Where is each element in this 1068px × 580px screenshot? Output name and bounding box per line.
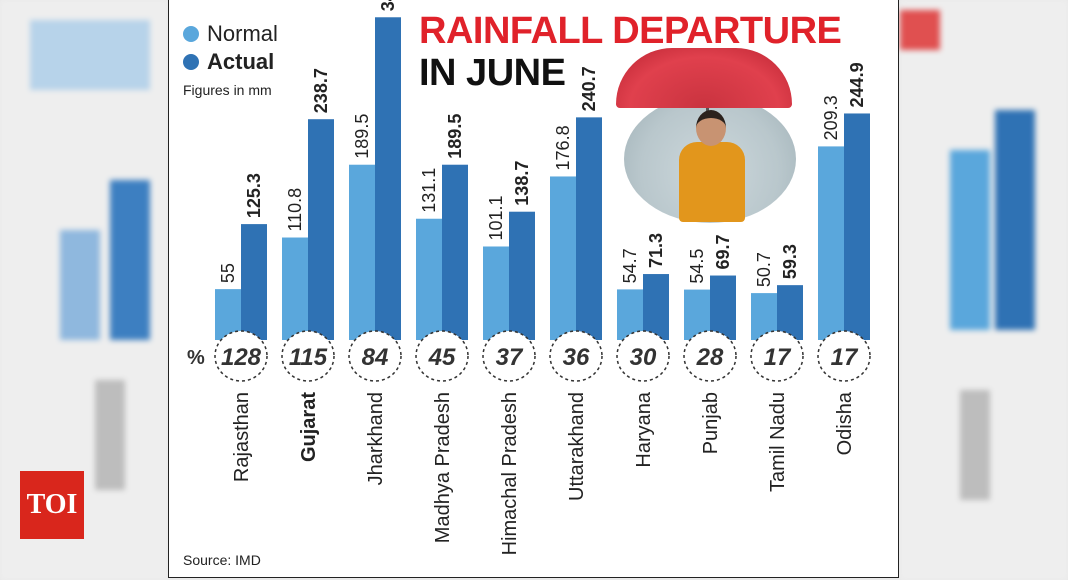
category-label-tamil-nadu: Tamil Nadu	[767, 392, 789, 492]
percent-label-odisha: 17	[831, 344, 859, 371]
bar-actual-rajasthan	[241, 224, 267, 340]
category-label-haryana: Haryana	[633, 391, 655, 467]
bar-actual-jharkhand	[375, 17, 401, 341]
percent-circle-himachal-pradesh	[482, 330, 536, 382]
legend-swatch-actual	[183, 54, 199, 70]
legend-label-normal: Normal	[207, 21, 278, 46]
value-label-normal-haryana: 54.7	[620, 248, 640, 283]
percent-circle-odisha	[817, 330, 871, 382]
value-label-actual-jharkhand: 348.9	[378, 0, 398, 11]
units-note: Figures in mm	[183, 82, 272, 98]
source-note: Source: IMD	[183, 552, 261, 568]
chart-card: Normal Actual Figures in mm RAINFALL DEP…	[168, 0, 899, 578]
percent-circle-rajasthan	[214, 330, 268, 382]
percent-circle-haryana	[616, 330, 670, 382]
category-label-gujarat: Gujarat	[298, 392, 320, 462]
percent-circle-gujarat	[281, 330, 335, 382]
category-label-madhya-pradesh: Madhya Pradesh	[432, 392, 454, 543]
percent-circle-uttarakhand	[549, 330, 603, 382]
percent-circle-tamil-nadu	[750, 330, 804, 382]
bar-actual-odisha	[844, 113, 870, 340]
value-label-normal-rajasthan: 55	[218, 263, 238, 283]
value-label-actual-odisha: 244.9	[847, 62, 867, 107]
category-label-punjab: Punjab	[700, 392, 722, 454]
percent-circle-madhya-pradesh	[415, 330, 469, 382]
figure-head	[696, 110, 726, 146]
percent-circle-punjab	[683, 330, 737, 382]
value-label-normal-jharkhand: 189.5	[352, 114, 372, 159]
percent-label-tamil-nadu: 17	[764, 344, 792, 371]
percent-header: %	[187, 347, 205, 369]
bar-chart: % 55 125.3 128 Rajasthan 110.8 238.7 115 Gujarat…	[187, 0, 871, 555]
value-label-normal-uttarakhand: 176.8	[553, 125, 573, 170]
value-label-actual-himachal-pradesh: 138.7	[512, 161, 532, 206]
legend-swatch-normal	[183, 26, 199, 42]
value-label-actual-madhya-pradesh: 189.5	[445, 114, 465, 159]
percent-label-jharkhand: 84	[362, 344, 389, 371]
bar-actual-uttarakhand	[576, 117, 602, 340]
bar-normal-jharkhand	[349, 164, 375, 340]
value-label-normal-himachal-pradesh: 101.1	[486, 195, 506, 240]
legend-label-actual: Actual	[207, 49, 275, 74]
percent-label-madhya-pradesh: 45	[428, 344, 456, 371]
legend-item-normal: Normal	[183, 20, 278, 48]
category-label-uttarakhand: Uttarakhand	[566, 392, 588, 501]
bar-normal-odisha	[818, 146, 844, 340]
value-label-normal-odisha: 209.3	[821, 95, 841, 140]
title-line-1: RAINFALL DEPARTURE	[419, 10, 842, 52]
value-label-actual-gujarat: 238.7	[311, 68, 331, 113]
umbrella-graphic	[616, 48, 792, 108]
category-label-odisha: Odisha	[834, 391, 856, 455]
category-label-himachal-pradesh: Himachal Pradesh	[499, 392, 521, 555]
chart-title: RAINFALL DEPARTURE IN JUNE	[419, 10, 842, 94]
percent-label-rajasthan: 128	[221, 344, 262, 371]
bar-actual-tamil-nadu	[777, 285, 803, 340]
value-label-actual-uttarakhand: 240.7	[579, 66, 599, 111]
value-label-actual-haryana: 71.3	[646, 233, 666, 268]
value-label-normal-tamil-nadu: 50.7	[754, 252, 774, 287]
bar-normal-uttarakhand	[550, 176, 576, 340]
value-label-actual-rajasthan: 125.3	[244, 173, 264, 218]
bar-normal-gujarat	[282, 237, 308, 340]
percent-label-gujarat: 115	[289, 344, 328, 371]
bar-actual-haryana	[643, 274, 669, 340]
value-label-actual-tamil-nadu: 59.3	[780, 244, 800, 279]
value-label-actual-punjab: 69.7	[713, 234, 733, 269]
bar-actual-madhya-pradesh	[442, 164, 468, 340]
bar-actual-punjab	[710, 275, 736, 340]
bar-actual-himachal-pradesh	[509, 211, 535, 340]
bar-normal-himachal-pradesh	[483, 246, 509, 340]
percent-label-haryana: 30	[630, 344, 657, 371]
category-label-rajasthan: Rajasthan	[231, 392, 253, 482]
bar-actual-gujarat	[308, 119, 334, 340]
title-line-2: IN JUNE	[419, 52, 566, 94]
value-label-normal-madhya-pradesh: 131.1	[419, 168, 439, 213]
raincoat-figure	[679, 142, 745, 222]
value-label-normal-gujarat: 110.8	[285, 188, 305, 232]
percent-label-uttarakhand: 36	[563, 344, 590, 371]
percent-label-punjab: 28	[696, 344, 724, 371]
toi-logo: TOI	[20, 471, 84, 539]
legend: Normal Actual	[183, 20, 278, 76]
percent-label-himachal-pradesh: 37	[496, 344, 524, 371]
legend-item-actual: Actual	[183, 48, 278, 76]
percent-circle-jharkhand	[348, 330, 402, 382]
category-label-jharkhand: Jharkhand	[365, 392, 387, 485]
value-label-normal-punjab: 54.5	[687, 249, 707, 284]
blurred-backdrop-right	[900, 0, 1068, 580]
bar-normal-madhya-pradesh	[416, 218, 442, 340]
